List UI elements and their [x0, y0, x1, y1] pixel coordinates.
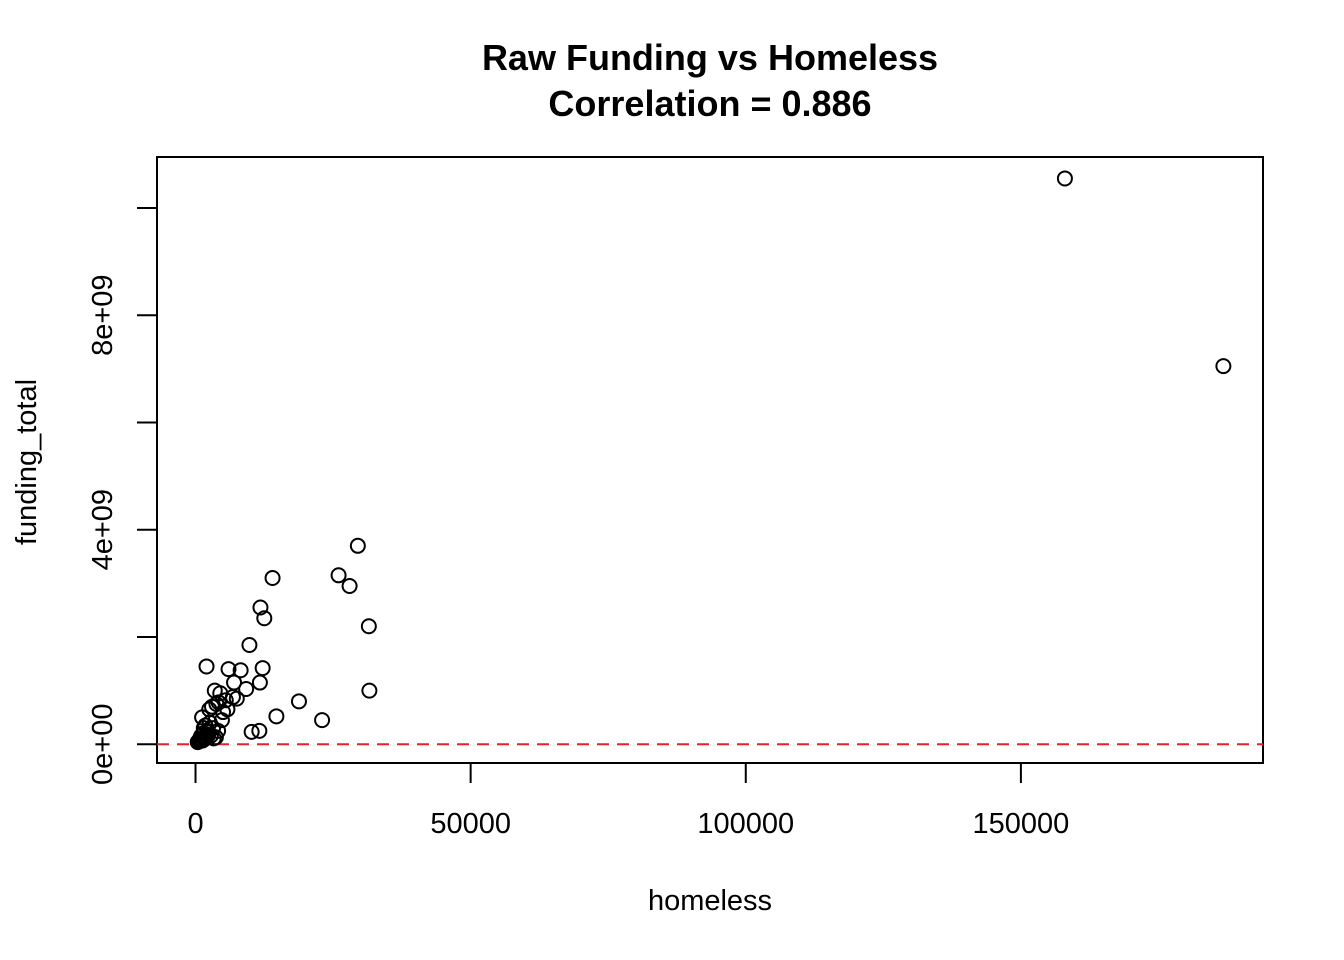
x-tick-label: 150000	[972, 808, 1069, 840]
data-point	[232, 662, 249, 679]
y-tick-label: 4e+09	[87, 489, 119, 570]
data-point	[200, 727, 217, 744]
data-point	[1215, 358, 1232, 375]
data-point	[264, 569, 281, 586]
data-point	[1056, 170, 1073, 187]
data-point	[228, 690, 245, 707]
data-point	[330, 567, 347, 584]
data-point	[268, 708, 285, 725]
data-point	[243, 723, 260, 740]
data-point	[220, 661, 237, 678]
data-point	[341, 578, 358, 595]
data-point	[349, 537, 366, 554]
chart-title: Raw Funding vs Homeless	[482, 37, 938, 78]
y-axis: 0e+00 4e+09 8e+09	[87, 206, 158, 785]
data-point	[251, 674, 268, 691]
y-tick-label: 8e+09	[87, 274, 119, 355]
x-tick-label: 100000	[697, 808, 794, 840]
data-point	[360, 618, 377, 635]
data-point	[197, 728, 214, 745]
data-point	[217, 692, 234, 709]
x-axis: 0 50000 100000 150000	[187, 762, 1069, 840]
data-point	[198, 658, 215, 675]
y-tick-label: 0e+00	[87, 704, 119, 785]
data-point	[241, 637, 258, 654]
data-point	[213, 712, 230, 729]
plot-frame	[156, 156, 1264, 764]
data-point	[256, 610, 273, 627]
x-axis-title: homeless	[648, 885, 772, 917]
data-point	[254, 660, 271, 677]
data-point	[252, 599, 269, 616]
x-tick-label: 0	[187, 808, 203, 840]
data-point	[238, 680, 255, 697]
data-point	[314, 712, 331, 729]
data-point	[194, 732, 211, 749]
data-points	[189, 170, 1232, 751]
data-point	[361, 682, 378, 699]
data-point	[251, 722, 268, 739]
chart-subtitle: Correlation = 0.886	[548, 83, 871, 124]
x-tick-label: 50000	[430, 808, 511, 840]
data-point	[196, 731, 213, 748]
data-point	[290, 693, 307, 710]
y-axis-title: funding_total	[11, 379, 43, 545]
